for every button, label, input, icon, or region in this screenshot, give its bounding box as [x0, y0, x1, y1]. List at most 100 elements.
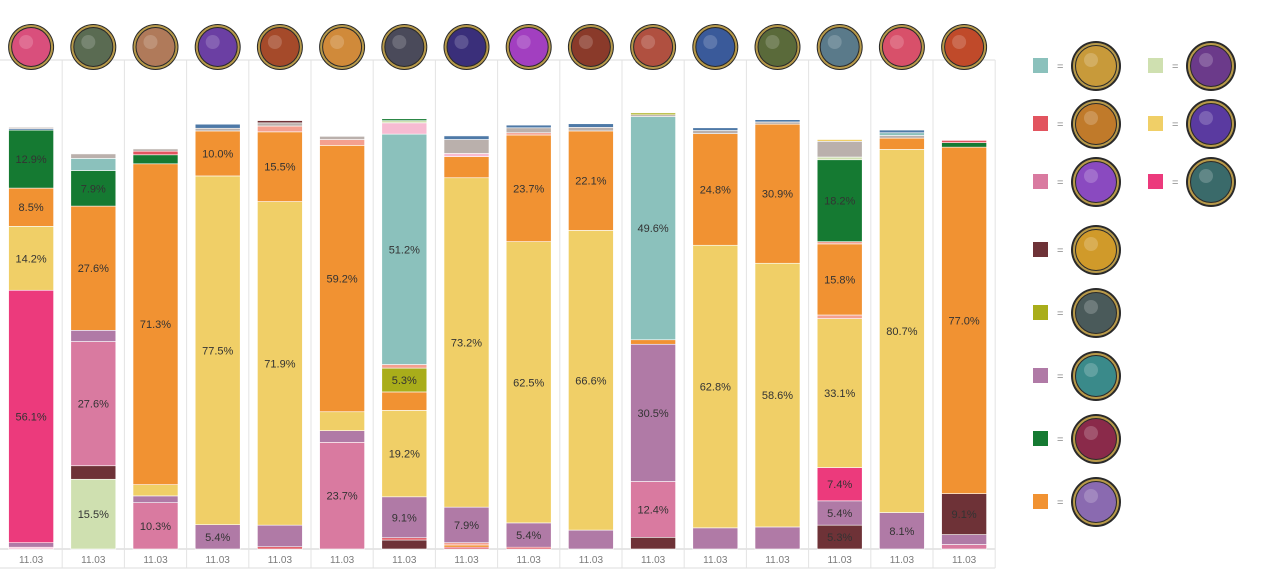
data-label: 23.7%: [513, 183, 544, 195]
bar-segment: [568, 130, 614, 231]
bar-segment: [8, 127, 54, 129]
bar-segment: [257, 131, 303, 202]
bar-segment: [754, 121, 801, 125]
bar-segment: [879, 137, 925, 150]
data-label: 5.3%: [392, 375, 417, 387]
bar-segment: [194, 524, 241, 550]
bar-segment: [319, 430, 365, 443]
data-label: 7.9%: [454, 520, 479, 532]
data-label: 71.3%: [140, 319, 171, 331]
data-label: 59.2%: [326, 274, 357, 286]
bar-segment: [941, 534, 987, 545]
bar-segment: [879, 129, 925, 134]
legend-equals: =: [1057, 177, 1063, 189]
legend-swatch: [1033, 305, 1048, 320]
data-label: 7.9%: [81, 183, 106, 195]
legend-swatch: [1148, 58, 1163, 73]
data-label: 14.2%: [15, 253, 46, 265]
data-label: 56.1%: [15, 411, 46, 423]
data-label: 5.4%: [516, 530, 541, 542]
data-label: 30.5%: [637, 408, 668, 420]
bar-segment: [879, 135, 925, 139]
bar-segment: [568, 123, 614, 128]
legend-equals: =: [1057, 119, 1063, 131]
bar-segment: [319, 411, 365, 431]
champion-golden-warrior-icon: [1071, 99, 1121, 149]
bar-segment: [630, 116, 676, 341]
champion-green-goggles-icon: [754, 24, 801, 70]
bar-segment: [568, 230, 614, 531]
x-tick-label: 11.03: [703, 555, 728, 566]
x-tick-label: 11.03: [81, 555, 106, 566]
legend-equals: =: [1057, 61, 1063, 73]
bar-segment: [505, 241, 552, 524]
chart-grid: [0, 59, 996, 569]
bar-segment: [505, 127, 552, 134]
bar-segment: [630, 481, 676, 538]
legend-equals: =: [1057, 308, 1063, 320]
champion-purple-orb-icon: [1071, 157, 1121, 207]
champion-violet-crystal-icon: [505, 24, 552, 70]
bar-segment: [816, 500, 863, 526]
bar-segment: [8, 542, 54, 548]
bar-segment: [941, 544, 987, 550]
champion-purple-beast-icon: [1186, 41, 1236, 91]
data-label: 51.2%: [389, 244, 420, 256]
x-tick-label: 11.03: [19, 555, 44, 566]
legend-swatch: [1033, 242, 1048, 257]
champion-pink-hair-icon: [8, 24, 55, 70]
bar-segment: [816, 243, 863, 316]
legend-swatch: [1033, 494, 1048, 509]
chart-labels: 56.1% 14.2% 8.5% 12.9% 11.03 15.5% 27.6% 27.6% 7…: [15, 148, 979, 566]
x-tick-label: 11.03: [828, 555, 853, 566]
bar-segment: [8, 187, 54, 227]
champion-yordle-icon: [319, 24, 366, 70]
legend-swatch: [1033, 368, 1048, 383]
bar-segment: [443, 544, 490, 548]
data-label: 62.8%: [700, 382, 731, 394]
champion-purple-specter-icon: [443, 24, 490, 70]
x-tick-label: 11.03: [330, 555, 355, 566]
bar-segment: [257, 120, 303, 124]
legend-swatch: [1148, 116, 1163, 131]
bar-segment: [692, 127, 739, 131]
champion-teal-blade-icon: [1071, 351, 1121, 401]
bar-segment: [257, 122, 303, 127]
bar-segment: [568, 127, 614, 132]
bar-segment: [257, 546, 303, 550]
legend-swatch: [1033, 58, 1048, 73]
bar-segment: [443, 153, 490, 157]
data-label: 19.2%: [389, 449, 420, 461]
data-label: 73.2%: [451, 337, 482, 349]
bar-segment: [132, 150, 179, 156]
data-label: 77.0%: [948, 315, 979, 327]
bar-segment: [816, 159, 863, 242]
bar-segment: [70, 341, 117, 467]
column-icons: [8, 24, 988, 70]
data-label: 8.5%: [19, 202, 44, 214]
bar-segment: [381, 410, 428, 498]
legend-equals: =: [1172, 61, 1178, 73]
bar-segment: [70, 465, 117, 480]
bar-segment: [257, 524, 303, 548]
bar-segment: [443, 177, 490, 508]
bar-segment: [8, 129, 54, 189]
legend-equals: =: [1172, 177, 1178, 189]
data-label: 5.4%: [827, 508, 852, 520]
bar-segment: [194, 123, 241, 129]
data-label: 27.6%: [78, 263, 109, 275]
bar-segment: [816, 467, 863, 502]
bar-segment: [754, 526, 801, 550]
bar-segment: [194, 127, 241, 132]
champion-arcane-sigil-icon: [1186, 99, 1236, 149]
legend-equals: =: [1057, 371, 1063, 383]
bar-segment: [381, 364, 428, 369]
bar-segment: [70, 153, 117, 159]
champion-crimson-mage-icon: [1071, 414, 1121, 464]
bar-segment: [381, 122, 428, 135]
champion-red-hair-girl-icon: [878, 24, 925, 70]
bar-segment: [941, 493, 987, 535]
bar-segment: [941, 140, 987, 143]
bar-segment: [132, 148, 179, 152]
